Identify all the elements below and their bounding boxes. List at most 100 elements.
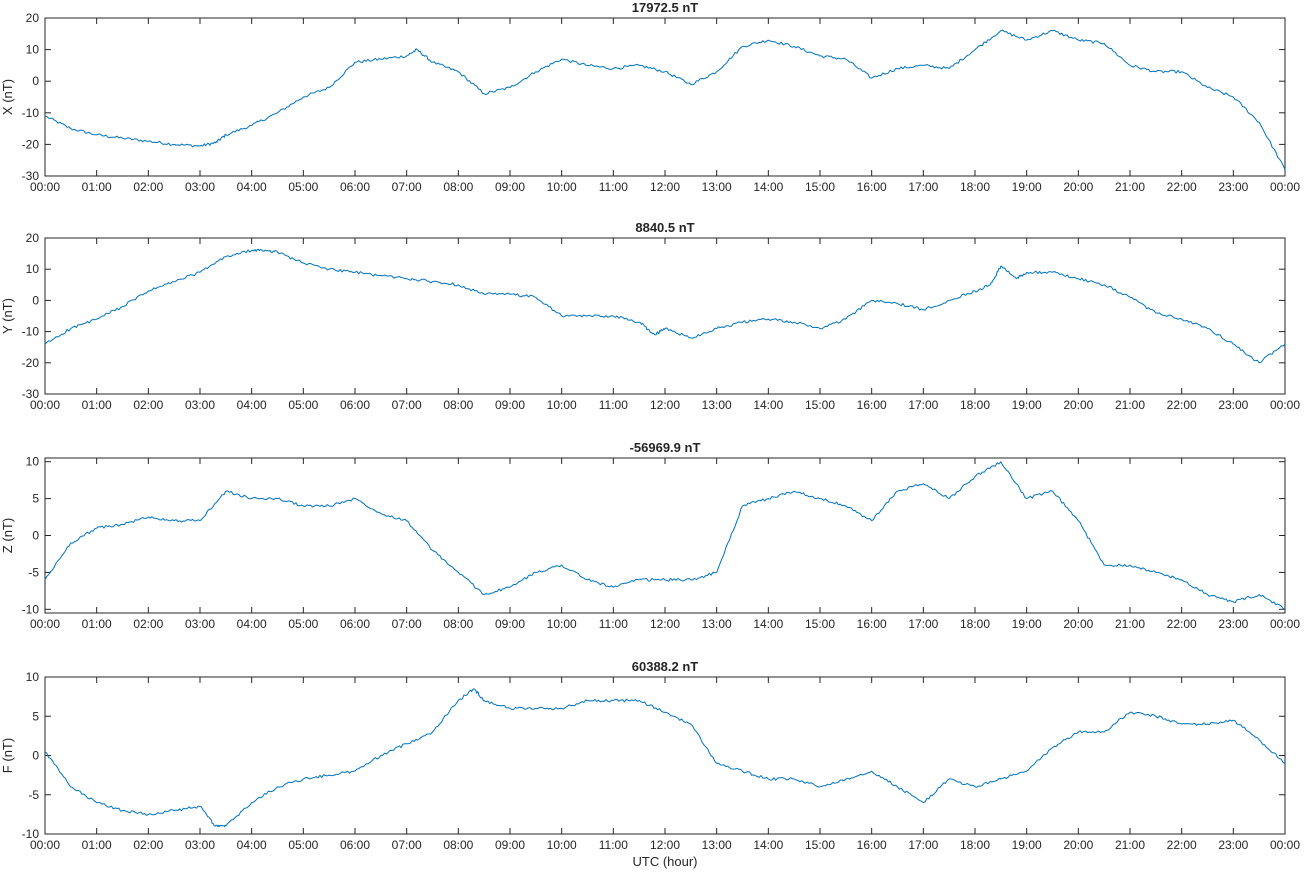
x-tick-label: 04:00 [237,838,267,852]
x-tick-label: 03:00 [185,617,215,631]
series-line-x [44,29,1286,170]
x-tick-label: 01:00 [82,180,112,194]
x-tick-label: 03:00 [185,398,215,412]
x-tick-label: 15:00 [805,398,835,412]
y-tick-label: -5 [28,788,39,802]
x-tick-label: 13:00 [702,180,732,194]
x-tick-label: 22:00 [1167,398,1197,412]
x-tick-label: 17:00 [908,180,938,194]
y-tick-label: -10 [22,827,40,841]
x-tick-label: 08:00 [443,617,473,631]
x-tick-label: 00:00 [1270,617,1300,631]
x-tick-label: 20:00 [1063,398,1093,412]
x-tick-label: 08:00 [443,838,473,852]
x-tick-label: 22:00 [1167,838,1197,852]
x-tick-label: 21:00 [1115,838,1145,852]
x-tick-label: 00:00 [1270,838,1300,852]
y-axis-label: X (nT) [0,79,15,115]
x-tick-label: 08:00 [443,398,473,412]
series-line-z [44,461,1286,610]
x-tick-label: 23:00 [1218,398,1248,412]
panel-title: 60388.2 nT [632,659,699,674]
panel-y: 8840.5 nT -30 -20 -10 0 10 20 00:00 01:00 02:00 03… [0,220,1300,412]
x-tick-label: 14:00 [753,838,783,852]
x-tick-label: 08:00 [443,180,473,194]
x-tick-label: 14:00 [753,398,783,412]
x-tick-label: 10:00 [547,180,577,194]
panel-z: -56969.9 nT -10 -5 0 5 10 00:00 01:00 02:00 03:00… [0,440,1300,631]
x-tick-label: 18:00 [960,398,990,412]
x-tick-label: 10:00 [547,838,577,852]
x-tick-label: 18:00 [960,180,990,194]
plot-frame [44,676,1286,835]
y-tick-label: -20 [22,356,40,370]
x-tick-label: 11:00 [599,180,628,194]
x-tick-label: 06:00 [340,180,370,194]
x-tick-label: 12:00 [650,180,680,194]
plot-frame [44,237,1286,395]
y-tick-label: 0 [32,293,39,307]
panel-title: -56969.9 nT [630,440,701,455]
x-tick-label: 17:00 [908,838,938,852]
x-tick-label: 21:00 [1115,180,1145,194]
y-tick-label: 20 [26,231,40,245]
x-tick-label: 09:00 [495,838,525,852]
x-tick-label: 02:00 [133,398,163,412]
x-tick-label: 18:00 [960,838,990,852]
x-tick-label: 16:00 [857,617,887,631]
plot-frame [44,457,1286,614]
x-tick-label: 17:00 [908,398,938,412]
x-tick-label: 07:00 [392,617,422,631]
y-tick-label: 0 [32,74,39,88]
y-axis-label: F (nT) [0,738,15,773]
x-tick-label: 19:00 [1012,180,1042,194]
x-tick-label: 00:00 [30,180,60,194]
y-axis-label: Z (nT) [0,518,15,553]
x-tick-label: 07:00 [392,398,422,412]
x-tick-label: 06:00 [340,838,370,852]
x-tick-label: 01:00 [82,617,112,631]
x-tick-label: 21:00 [1115,617,1145,631]
panel-f: 60388.2 nT -10 -5 0 5 10 00:00 01:00 02:00 03:00 0… [0,659,1300,852]
x-tick-label: 11:00 [599,838,628,852]
y-tick-label: -30 [22,387,40,401]
x-tick-label: 02:00 [133,617,163,631]
x-tick-label: 12:00 [650,617,680,631]
x-tick-label: 19:00 [1012,617,1042,631]
x-tick-label: 04:00 [237,617,267,631]
x-tick-label: 16:00 [857,180,887,194]
x-tick-label: 06:00 [340,617,370,631]
x-tick-label: 15:00 [805,617,835,631]
x-tick-label: 12:00 [650,838,680,852]
x-tick-label: 13:00 [702,838,732,852]
y-tick-label: 0 [32,529,39,543]
y-tick-label: -10 [22,602,40,616]
x-tick-label: 00:00 [30,398,60,412]
x-tick-label: 20:00 [1063,838,1093,852]
y-tick-label: 0 [32,749,39,763]
x-tick-label: 19:00 [1012,838,1042,852]
x-tick-label: 21:00 [1115,398,1145,412]
panel-x: 17972.5 nT -30 -20 -10 0 10 20 00:00 01:00 02:00 0… [0,0,1300,194]
x-tick-label: 09:00 [495,180,525,194]
x-tick-label: 05:00 [288,398,318,412]
x-tick-label: 02:00 [133,838,163,852]
x-tick-label: 23:00 [1218,617,1248,631]
x-tick-label: 01:00 [82,838,112,852]
x-tick-label: 12:00 [650,398,680,412]
x-tick-label: 10:00 [547,398,577,412]
x-tick-label: 06:00 [340,398,370,412]
y-tick-label: 10 [26,43,40,57]
panel-title: 8840.5 nT [635,220,694,235]
x-tick-label: 03:00 [185,180,215,194]
x-tick-label: 10:00 [547,617,577,631]
x-tick-label: 16:00 [857,398,887,412]
x-tick-label: 02:00 [133,180,163,194]
x-tick-label: 04:00 [237,398,267,412]
x-tick-label: 15:00 [805,838,835,852]
x-tick-label: 04:00 [237,180,267,194]
x-tick-label: 01:00 [82,398,112,412]
series-line-y [44,248,1286,364]
y-axis-label: Y (nT) [0,298,15,334]
